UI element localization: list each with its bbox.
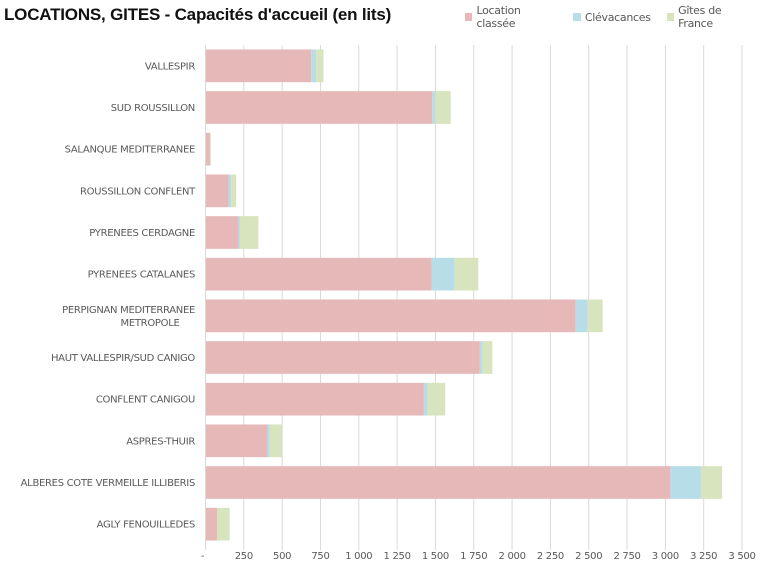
legend-swatch-gites-de-france [666, 13, 675, 21]
bar-clevacances-aspres-thuir [267, 424, 270, 458]
bar-gites-de-france-agly-fenouilledes [216, 507, 230, 541]
category-label-line: ASPRES-THUIR [126, 436, 195, 447]
bar-gites-de-france-perpignan-mediterranee-metropole [587, 299, 603, 333]
bar-location-classee-conflent-canigou [205, 382, 424, 416]
x-tick-label: 3 250 [690, 551, 717, 562]
bar-clevacances-perpignan-mediterranee-metropole [575, 299, 588, 333]
bar-location-classee-haut-vallespir-sud-canigo [205, 341, 480, 374]
bar-location-classee-vallespir [205, 49, 312, 83]
bar-clevacances-conflent-canigou [423, 382, 428, 416]
category-label-roussillon-conflent: ROUSSILLON CONFLENT [80, 186, 196, 197]
x-tick-label: 2 500 [575, 551, 602, 562]
bar-location-classee-agly-fenouilledes [205, 507, 217, 541]
category-label-line: SALANQUE MEDITERRANEE [65, 145, 195, 156]
bar-location-classee-pyrenees-cerdagne [205, 216, 239, 249]
bar-location-classee-alberes-cote-vermeille-illiberis [205, 466, 671, 499]
bar-location-classee-perpignan-mediterranee-metropole [205, 299, 576, 333]
category-label-line: SUD ROUSSILLON [111, 103, 195, 114]
legend-label-clevacances: Clévacances [584, 10, 651, 24]
x-tick-label: - [201, 551, 205, 562]
x-tick-label: 1 500 [422, 551, 449, 562]
bars [205, 49, 723, 541]
bar-location-classee-roussillon-conflent [205, 174, 229, 208]
legend-item-clevacances: Clévacances [572, 4, 651, 30]
category-label-sud-roussillon: SUD ROUSSILLON [111, 103, 195, 114]
legend-label-gites-de-france: Gîtes de France [678, 4, 722, 30]
bar-clevacances-pyrenees-catalanes [431, 257, 455, 291]
bar-gites-de-france-haut-vallespir-sud-canigo [482, 341, 493, 374]
category-label-salanque-mediterranee: SALANQUE MEDITERRANEE [65, 145, 195, 156]
legend-item-location-classee: Location classée [465, 4, 557, 30]
bar-gites-de-france-aspres-thuir [269, 424, 283, 458]
bar-gites-de-france-sud-roussillon [435, 91, 451, 124]
bar-clevacances-vallespir [311, 49, 317, 83]
x-tick-label: 2 250 [537, 551, 564, 562]
bar-location-classee-sud-roussillon [205, 91, 433, 124]
category-label-line: PERPIGNAN MEDITERRANEE [62, 305, 195, 316]
legend-label-location-classee: Location classée [476, 4, 521, 30]
category-label-line: HAUT VALLESPIR/SUD CANIGO [51, 353, 195, 364]
category-label-line: METROPOLE [121, 318, 180, 329]
x-tick-label: 750 [311, 551, 329, 562]
x-tick-label: 1 250 [384, 551, 411, 562]
chart-title: LOCATIONS, GITES - Capacités d'accueil (… [4, 5, 392, 24]
bar-gites-de-france-alberes-cote-vermeille-illiberis [700, 466, 723, 499]
x-tick-label: 3 500 [728, 551, 755, 562]
x-tick-label: 250 [235, 551, 253, 562]
category-label-line: VALLESPIR [145, 61, 195, 72]
category-label-line: ALBERES COTE VERMEILLE ILLIBERIS [21, 478, 195, 489]
legend-swatch-clevacances [572, 13, 581, 21]
category-label-vallespir: VALLESPIR [145, 61, 195, 72]
category-label-pyrenees-cerdagne: PYRENEES CERDAGNE [89, 228, 195, 239]
x-tick-label: 1 000 [345, 551, 372, 562]
x-tick-label: 3 000 [652, 551, 679, 562]
category-label-pyrenees-catalanes: PYRENEES CATALANES [88, 270, 195, 281]
bar-gites-de-france-roussillon-conflent [231, 174, 237, 208]
legend-swatch-location-classee [465, 13, 473, 21]
bar-gites-de-france-salanque-mediterranee [210, 132, 211, 166]
legend-item-gites-de-france: Gîtes de France [666, 4, 754, 30]
x-tick-label: 2 000 [499, 551, 526, 562]
bar-clevacances-sud-roussillon [432, 91, 436, 124]
category-label-haut-vallespir-sud-canigo: HAUT VALLESPIR/SUD CANIGO [51, 353, 195, 364]
bar-gites-de-france-conflent-canigou [427, 382, 446, 416]
bar-location-classee-aspres-thuir [205, 424, 268, 458]
x-tick-label: 500 [273, 551, 291, 562]
category-label-alberes-cote-vermeille-illiberis: ALBERES COTE VERMEILLE ILLIBERIS [21, 478, 195, 489]
x-tick-label: 1 750 [460, 551, 487, 562]
category-label-line: PYRENEES CATALANES [88, 270, 195, 281]
category-labels: VALLESPIR SUD ROUSSILLON SALANQUE MEDITERR… [21, 61, 197, 530]
category-label-aspres-thuir: ASPRES-THUIR [126, 436, 195, 447]
bar-clevacances-alberes-cote-vermeille-illiberis [670, 466, 701, 499]
bar-gites-de-france-pyrenees-cerdagne [239, 216, 259, 249]
category-label-line: AGLY FENOUILLEDES [97, 520, 195, 531]
category-label-line: PYRENEES CERDAGNE [89, 228, 195, 239]
bar-clevacances-haut-vallespir-sud-canigo [479, 341, 483, 374]
category-label-line: ROUSSILLON CONFLENT [80, 186, 196, 197]
category-label-perpignan-mediterranee-metropole: PERPIGNAN MEDITERRANEE METROPOLE [62, 305, 195, 329]
gridlines [243, 45, 743, 550]
x-tick-labels: - 250 500 750 1 000 1 250 1 500 1 750 2 000 2 250… [201, 551, 756, 562]
x-tick-label: 2 750 [613, 551, 640, 562]
bar-clevacances-pyrenees-cerdagne [238, 216, 240, 249]
bar-gites-de-france-pyrenees-catalanes [454, 257, 479, 291]
category-label-agly-fenouilledes: AGLY FENOUILLEDES [97, 520, 195, 531]
chart-legend: Location classée Clévacances Gîtes de Fr… [465, 4, 770, 30]
bar-gites-de-france-vallespir [316, 49, 324, 83]
bar-clevacances-roussillon-conflent [228, 174, 232, 208]
bar-location-classee-pyrenees-catalanes [205, 257, 432, 291]
category-label-line: CONFLENT CANIGOU [96, 395, 195, 406]
category-label-conflent-canigou: CONFLENT CANIGOU [96, 395, 195, 406]
bar-location-classee-salanque-mediterranee [205, 132, 211, 166]
